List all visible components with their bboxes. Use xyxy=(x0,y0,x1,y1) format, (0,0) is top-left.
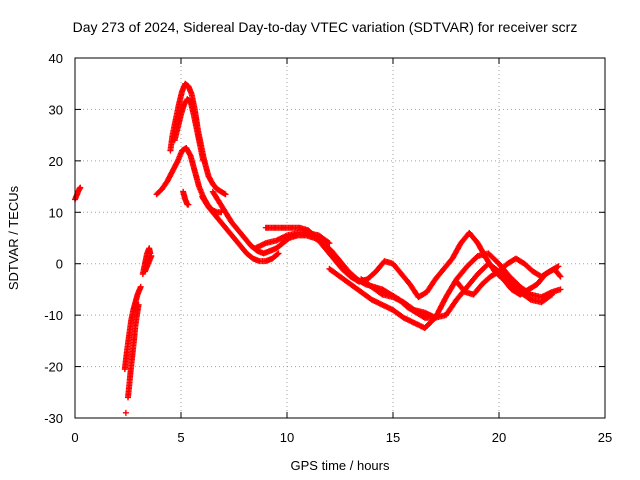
x-tick-label: 15 xyxy=(386,430,400,445)
data-point xyxy=(555,263,562,270)
data-point xyxy=(556,272,563,279)
data-point xyxy=(77,184,84,191)
data-series xyxy=(125,301,142,401)
data-series xyxy=(252,229,333,252)
data-point xyxy=(547,292,554,299)
data-point xyxy=(549,291,555,298)
axis-ticks: 0 5 10 15 20 25 -30 -20 -10 0 10 20 30 40 xyxy=(44,51,612,445)
data-point xyxy=(274,251,281,258)
x-tick-label: 10 xyxy=(280,430,294,445)
data-series xyxy=(199,193,282,265)
y-tick-label: -30 xyxy=(44,411,63,426)
data-point xyxy=(135,301,142,308)
plot-frame xyxy=(74,57,606,419)
data-point xyxy=(200,157,207,164)
data-series xyxy=(453,255,562,298)
data-series xyxy=(326,250,564,331)
data-point xyxy=(137,283,144,290)
data-point xyxy=(325,239,332,246)
data-points xyxy=(72,80,564,416)
y-tick-label: -10 xyxy=(44,308,63,323)
data-series xyxy=(121,283,144,373)
data-point xyxy=(185,201,192,208)
x-tick-label: 20 xyxy=(492,430,506,445)
y-axis-label: SDTVAR / TECUs xyxy=(6,185,21,290)
data-point xyxy=(222,191,229,198)
y-tick-label: -20 xyxy=(44,360,63,375)
y-tick-label: 20 xyxy=(49,154,63,169)
data-series xyxy=(141,253,155,275)
data-point xyxy=(557,286,564,293)
y-tick-label: 40 xyxy=(49,51,63,66)
data-series xyxy=(180,188,192,208)
data-point xyxy=(326,240,333,247)
x-tick-label: 0 xyxy=(71,430,78,445)
y-tick-label: 0 xyxy=(56,257,63,272)
data-point xyxy=(275,250,282,257)
data-series xyxy=(171,96,207,164)
data-series xyxy=(72,184,84,203)
data-point xyxy=(122,409,129,416)
data-series xyxy=(358,260,555,321)
data-point xyxy=(554,264,561,271)
x-axis-label: GPS time / hours xyxy=(291,458,390,473)
y-tick-label: 10 xyxy=(49,205,63,220)
chart-title: Day 273 of 2024, Sidereal Day-to-day VTE… xyxy=(73,19,578,35)
y-tick-label: 30 xyxy=(49,102,63,117)
data-series xyxy=(209,188,443,321)
x-tick-label: 25 xyxy=(598,430,612,445)
x-tick-label: 5 xyxy=(177,430,184,445)
data-series xyxy=(122,409,129,416)
grid xyxy=(75,58,605,418)
data-point xyxy=(557,273,564,280)
data-point xyxy=(148,253,155,259)
